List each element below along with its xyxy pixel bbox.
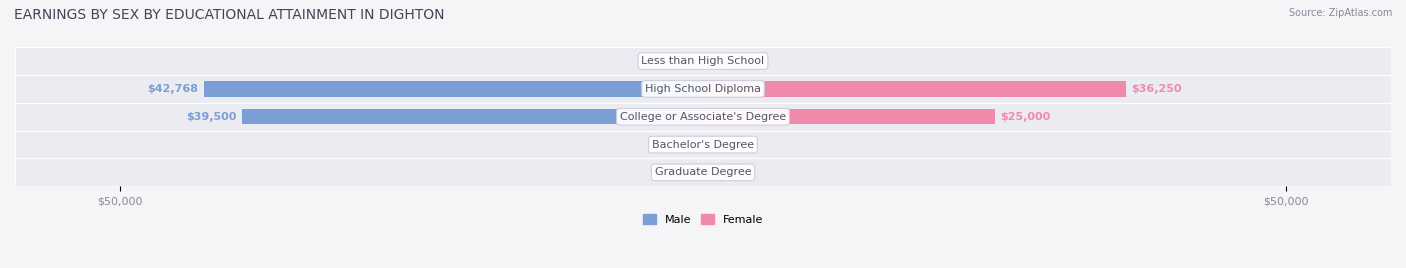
Legend: Male, Female: Male, Female: [638, 210, 768, 229]
Bar: [703, 165, 727, 180]
Bar: [15, 158, 1391, 186]
Bar: [703, 109, 994, 124]
Text: $0: $0: [675, 56, 689, 66]
Bar: [15, 103, 1391, 131]
Text: Less than High School: Less than High School: [641, 56, 765, 66]
Text: $0: $0: [717, 168, 731, 177]
Bar: [242, 109, 703, 124]
Bar: [703, 53, 727, 69]
Bar: [15, 47, 1391, 75]
Text: $42,768: $42,768: [148, 84, 198, 94]
Bar: [15, 75, 1391, 103]
Text: High School Diploma: High School Diploma: [645, 84, 761, 94]
Text: $25,000: $25,000: [1000, 112, 1050, 122]
Text: Graduate Degree: Graduate Degree: [655, 168, 751, 177]
Text: Source: ZipAtlas.com: Source: ZipAtlas.com: [1288, 8, 1392, 18]
Bar: [679, 53, 703, 69]
Text: Bachelor's Degree: Bachelor's Degree: [652, 140, 754, 150]
Text: $0: $0: [717, 140, 731, 150]
Bar: [679, 137, 703, 152]
Text: $0: $0: [675, 168, 689, 177]
Bar: [15, 131, 1391, 158]
Text: $39,500: $39,500: [186, 112, 236, 122]
Bar: [703, 81, 1126, 96]
Text: $0: $0: [717, 56, 731, 66]
Text: EARNINGS BY SEX BY EDUCATIONAL ATTAINMENT IN DIGHTON: EARNINGS BY SEX BY EDUCATIONAL ATTAINMEN…: [14, 8, 444, 22]
Text: $0: $0: [675, 140, 689, 150]
Bar: [204, 81, 703, 96]
Bar: [679, 165, 703, 180]
Text: $36,250: $36,250: [1132, 84, 1182, 94]
Bar: [703, 137, 727, 152]
Text: College or Associate's Degree: College or Associate's Degree: [620, 112, 786, 122]
